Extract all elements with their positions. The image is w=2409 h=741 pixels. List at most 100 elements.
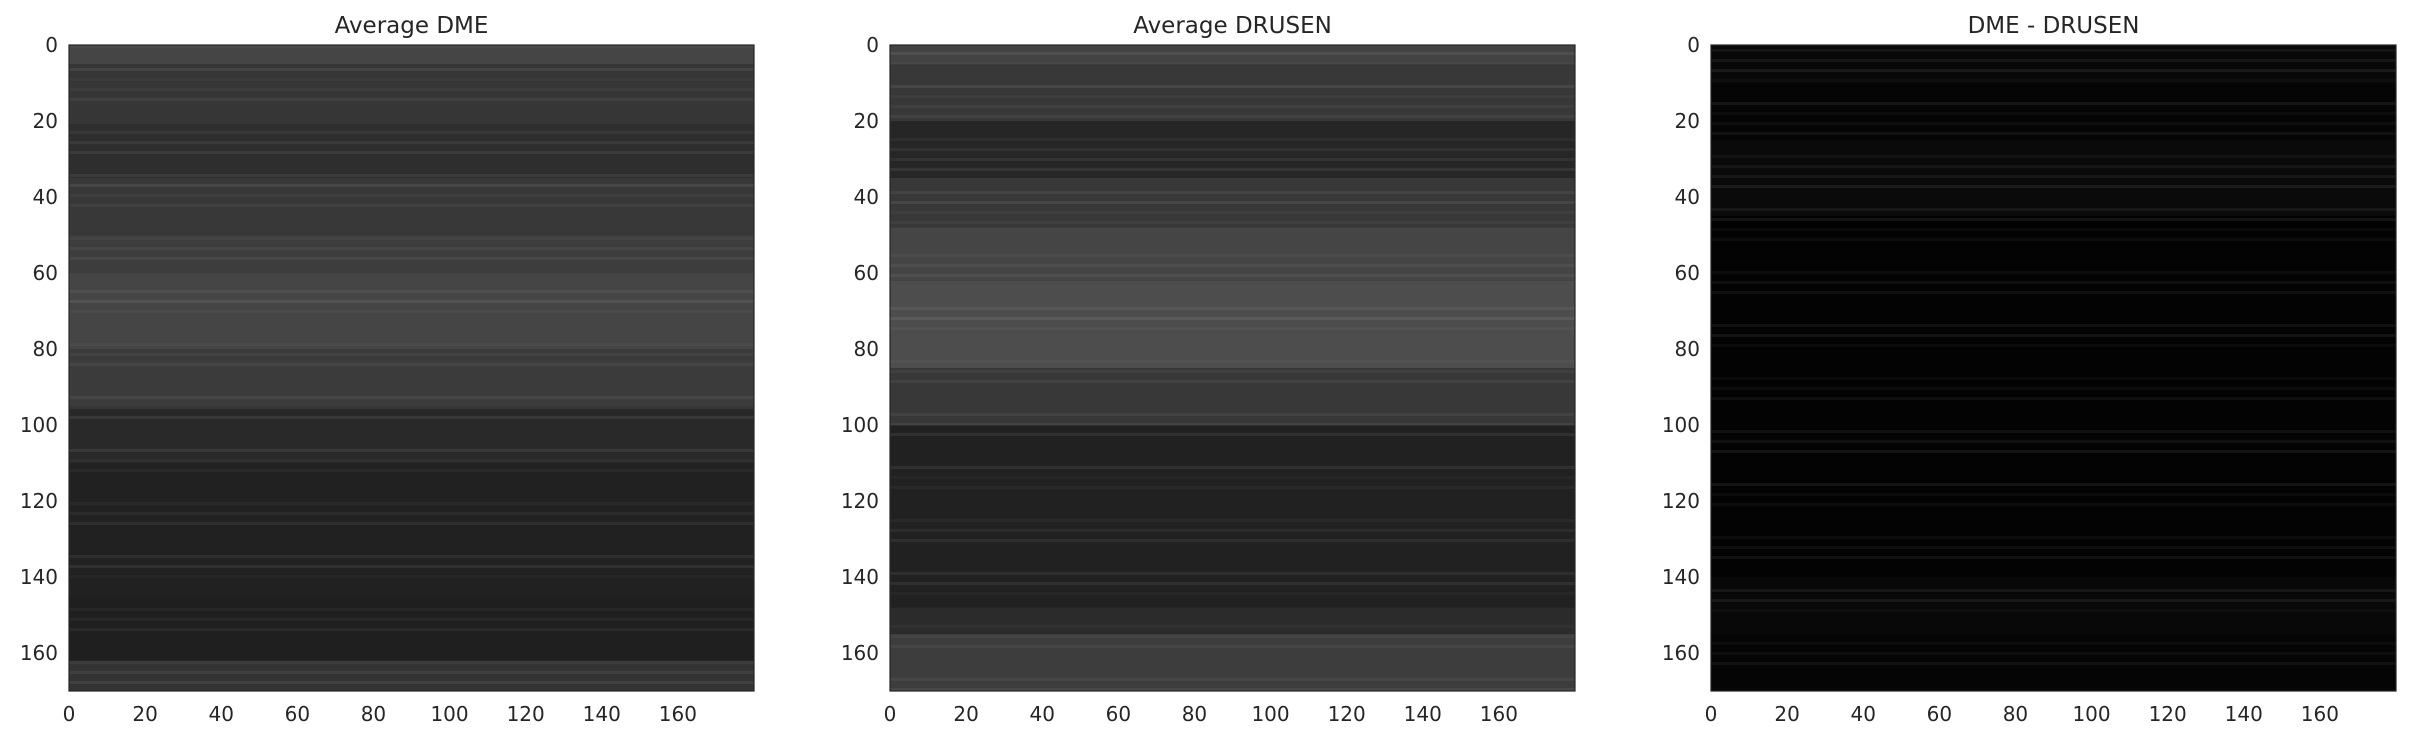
texture-streak bbox=[69, 141, 754, 144]
intensity-band bbox=[1711, 577, 2396, 634]
texture-streak bbox=[69, 353, 754, 356]
texture-streak bbox=[1711, 218, 2396, 221]
heatmap-image bbox=[69, 45, 754, 691]
x-tick-label: 60 bbox=[285, 702, 310, 726]
y-tick-label: 40 bbox=[854, 185, 879, 209]
texture-streak bbox=[890, 476, 1575, 479]
y-tick-label: 0 bbox=[45, 33, 58, 57]
x-tick-label: 20 bbox=[953, 702, 978, 726]
x-tick-label: 0 bbox=[63, 702, 76, 726]
texture-streak bbox=[69, 131, 754, 134]
x-tick-label: 160 bbox=[2301, 702, 2339, 726]
texture-streak bbox=[890, 52, 1575, 55]
texture-streak bbox=[890, 678, 1575, 681]
y-tick-label: 100 bbox=[20, 413, 58, 437]
intensity-band bbox=[69, 235, 754, 273]
intensity-band bbox=[1711, 140, 2396, 216]
texture-streak bbox=[890, 264, 1575, 267]
y-tick-label: 120 bbox=[841, 489, 879, 513]
x-tick-label: 60 bbox=[1927, 702, 1952, 726]
texture-streak bbox=[69, 512, 754, 515]
y-tick-label: 40 bbox=[33, 185, 58, 209]
texture-streak bbox=[890, 582, 1575, 585]
heatmap-image bbox=[1711, 45, 2396, 691]
texture-streak bbox=[1711, 483, 2396, 486]
y-tick-label: 160 bbox=[1662, 641, 1700, 665]
texture-streak bbox=[1711, 652, 2396, 655]
texture-streak bbox=[69, 343, 754, 346]
x-tick-label: 20 bbox=[132, 702, 157, 726]
texture-streak bbox=[1711, 377, 2396, 380]
x-tick-label: 160 bbox=[1480, 702, 1518, 726]
texture-streak bbox=[69, 174, 754, 177]
texture-streak bbox=[1711, 132, 2396, 135]
texture-streak bbox=[1711, 334, 2396, 337]
x-tick-label: 140 bbox=[583, 702, 621, 726]
texture-streak bbox=[890, 519, 1575, 522]
texture-streak bbox=[890, 138, 1575, 141]
texture-streak bbox=[890, 327, 1575, 330]
intensity-band bbox=[890, 425, 1575, 608]
texture-streak bbox=[1711, 102, 2396, 105]
texture-streak bbox=[1711, 49, 2396, 52]
texture-streak bbox=[69, 565, 754, 568]
y-tick-label: 20 bbox=[1675, 109, 1700, 133]
intensity-band bbox=[890, 178, 1575, 228]
texture-streak bbox=[69, 661, 754, 664]
texture-streak bbox=[69, 416, 754, 419]
texture-streak bbox=[890, 433, 1575, 436]
x-tick-label: 160 bbox=[659, 702, 697, 726]
intensity-band bbox=[1711, 83, 2396, 140]
texture-streak bbox=[1711, 155, 2396, 158]
chart-title: DME - DRUSEN bbox=[1968, 13, 2140, 39]
y-tick-label: 80 bbox=[33, 337, 58, 361]
y-tick-label: 0 bbox=[866, 33, 879, 57]
texture-streak bbox=[1711, 430, 2396, 433]
texture-streak bbox=[69, 449, 754, 452]
texture-streak bbox=[890, 625, 1575, 628]
intensity-band bbox=[69, 349, 754, 406]
y-tick-label: 0 bbox=[1687, 33, 1700, 57]
texture-streak bbox=[69, 522, 754, 525]
texture-streak bbox=[890, 572, 1575, 575]
x-tick-label: 140 bbox=[1404, 702, 1442, 726]
texture-streak bbox=[1711, 271, 2396, 274]
chart-title: Average DME bbox=[335, 13, 489, 39]
y-tick-label: 100 bbox=[1662, 413, 1700, 437]
texture-streak bbox=[890, 221, 1575, 224]
texture-streak bbox=[890, 592, 1575, 595]
texture-streak bbox=[1711, 122, 2396, 125]
texture-streak bbox=[69, 671, 754, 674]
texture-streak bbox=[69, 469, 754, 472]
texture-streak bbox=[890, 211, 1575, 214]
texture-streak bbox=[890, 95, 1575, 98]
texture-streak bbox=[890, 115, 1575, 118]
intensity-band bbox=[1711, 216, 2396, 577]
texture-streak bbox=[1711, 281, 2396, 284]
y-tick-label: 80 bbox=[1675, 337, 1700, 361]
intensity-band bbox=[890, 368, 1575, 425]
intensity-band bbox=[890, 607, 1575, 634]
texture-streak bbox=[69, 68, 754, 71]
intensity-band bbox=[69, 273, 754, 349]
texture-streak bbox=[1711, 589, 2396, 592]
intensity-band bbox=[69, 596, 754, 661]
texture-streak bbox=[69, 363, 754, 366]
texture-streak bbox=[890, 62, 1575, 65]
intensity-band bbox=[69, 463, 754, 596]
texture-streak bbox=[1711, 208, 2396, 211]
y-tick-label: 40 bbox=[1675, 185, 1700, 209]
texture-streak bbox=[1711, 79, 2396, 82]
intensity-band bbox=[69, 45, 754, 64]
texture-streak bbox=[890, 317, 1575, 320]
panel-average-drusen: Average DRUSEN 0 20 40 60 80 100 120 140 160 0 20 40… bbox=[841, 13, 1576, 726]
texture-streak bbox=[1711, 291, 2396, 294]
texture-streak bbox=[890, 423, 1575, 426]
texture-streak bbox=[69, 78, 754, 81]
y-tick-label: 100 bbox=[841, 413, 879, 437]
texture-streak bbox=[890, 529, 1575, 532]
x-tick-label: 20 bbox=[1774, 702, 1799, 726]
texture-streak bbox=[1711, 185, 2396, 188]
x-tick-label: 120 bbox=[1328, 702, 1366, 726]
y-tick-label: 60 bbox=[1675, 261, 1700, 285]
